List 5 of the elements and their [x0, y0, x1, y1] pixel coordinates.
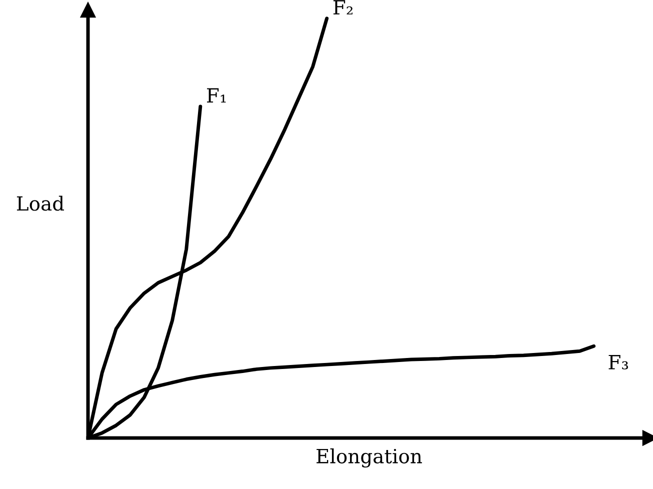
y-axis-title: Load — [16, 196, 64, 211]
series-label: F₁ — [207, 88, 226, 103]
series-label: F₂ — [333, 0, 352, 14]
x-axis-title: Elongation — [316, 448, 422, 468]
series-label: F₃ — [608, 355, 628, 370]
